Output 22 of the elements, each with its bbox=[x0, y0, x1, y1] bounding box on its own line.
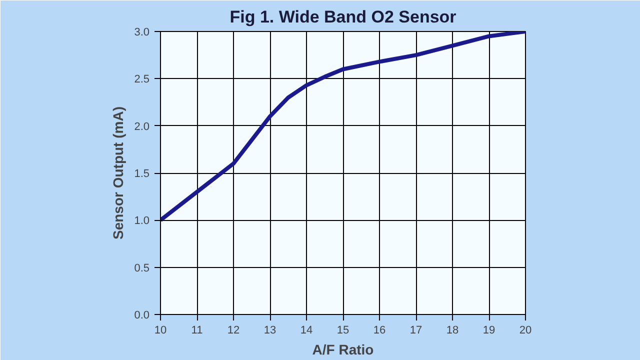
x-tick-label: 20 bbox=[519, 324, 532, 336]
x-tick-label: 11 bbox=[191, 324, 203, 336]
x-tick-label: 19 bbox=[482, 324, 496, 336]
x-tick-label: 16 bbox=[373, 324, 386, 336]
x-tick-label: 17 bbox=[410, 324, 422, 336]
x-tick-label: 10 bbox=[154, 324, 167, 336]
y-tick-label: 2.0 bbox=[134, 120, 150, 133]
x-tick-label: 15 bbox=[336, 324, 350, 336]
y-tick-label: 1.5 bbox=[134, 168, 150, 180]
y-tick-label: 0.0 bbox=[134, 310, 150, 322]
x-tick-label: 13 bbox=[264, 324, 276, 336]
x-axis-title: A/F Ratio bbox=[312, 342, 374, 358]
x-tick-label: 14 bbox=[300, 324, 313, 336]
chart-title: Fig 1. Wide Band O2 Sensor bbox=[230, 8, 457, 26]
y-tick-label: 2.5 bbox=[134, 74, 150, 86]
x-tick-label: 12 bbox=[227, 324, 240, 336]
x-tick-label: 18 bbox=[446, 324, 459, 336]
y-tick-label: 3.0 bbox=[134, 26, 150, 38]
y-tick-label: 1.0 bbox=[134, 215, 150, 228]
y-tick-label: 0.5 bbox=[134, 262, 150, 274]
line-series bbox=[160, 32, 526, 222]
y-axis-title: Sensor Output (mA) bbox=[110, 106, 126, 240]
